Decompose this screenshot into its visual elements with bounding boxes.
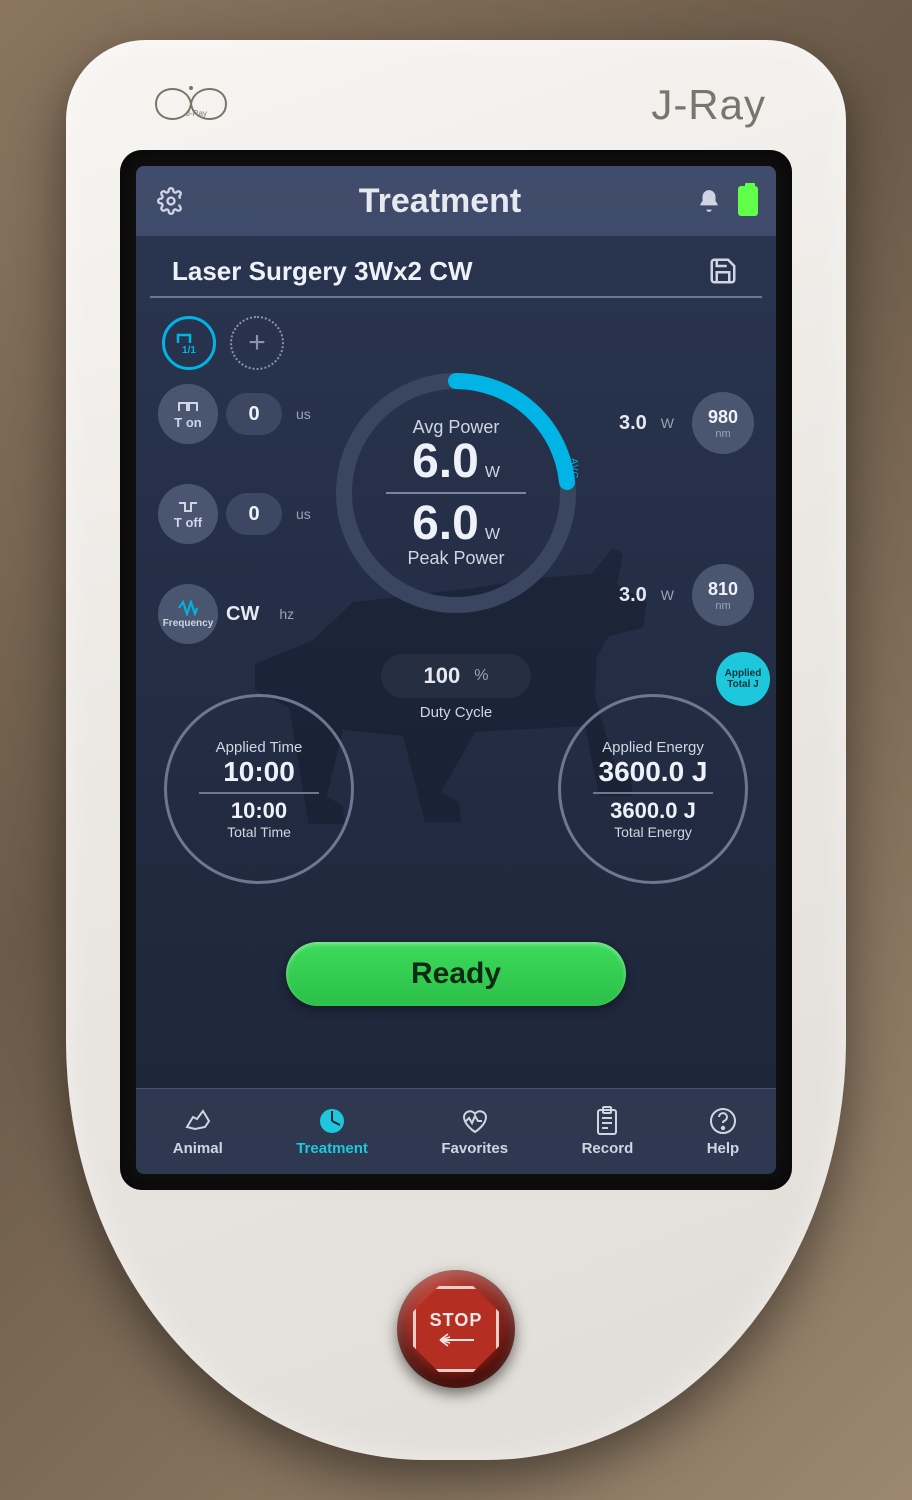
screen-frame: Treatment Laser Surgery 3Wx2 CW — [120, 150, 792, 1190]
wavelength-1: 3.0 W 980 nm — [619, 392, 754, 454]
wl2-nm-unit: nm — [715, 600, 730, 612]
device-shell: J-Ray J-Ray Treatment Laser — [66, 40, 846, 1460]
header-bar: Treatment — [136, 166, 776, 236]
t-on-value[interactable]: 0 — [226, 393, 282, 435]
peak-power-label: Peak Power — [407, 548, 504, 569]
t-on-label: T on — [174, 415, 201, 430]
svg-text:J-Ray: J-Ray — [186, 109, 207, 118]
total-energy-label: Total Energy — [614, 824, 692, 840]
wl1-nm: 980 — [708, 407, 738, 428]
frequency-unit: hz — [279, 606, 294, 622]
treatment-icon — [317, 1106, 347, 1136]
nav-favorites[interactable]: Favorites — [441, 1106, 508, 1157]
applied-time-label: Applied Time — [216, 739, 303, 756]
screen: Treatment Laser Surgery 3Wx2 CW — [136, 166, 776, 1174]
peak-power-unit: W — [485, 526, 500, 543]
wl1-nm-unit: nm — [715, 428, 730, 440]
frequency-value[interactable]: CW — [226, 603, 259, 626]
frequency-label: Frequency — [163, 618, 214, 629]
t-on-unit: us — [296, 406, 311, 422]
device-bezel-top: J-Ray J-Ray — [106, 60, 806, 150]
t-off-value[interactable]: 0 — [226, 493, 282, 535]
avg-power-value: 6.0 — [412, 435, 479, 488]
nav-record[interactable]: Record — [582, 1106, 634, 1157]
applied-energy-value: 3600.0 J — [599, 756, 708, 788]
total-time-label: Total Time — [227, 824, 291, 840]
wl1-button[interactable]: 980 nm — [692, 392, 754, 454]
record-icon — [592, 1106, 622, 1136]
total-energy-value: 3600.0 J — [610, 798, 696, 824]
brand-logo-icon: J-Ray — [146, 76, 236, 135]
emergency-stop-button[interactable]: STOP — [397, 1270, 515, 1388]
ready-button[interactable]: Ready — [286, 942, 626, 1006]
help-icon — [708, 1106, 738, 1136]
wl2-power: 3.0 — [619, 584, 647, 607]
duty-cycle: 100% Duty Cycle — [381, 654, 531, 721]
applied-total-j-button[interactable]: Applied Total J — [716, 652, 770, 706]
bottom-nav: Animal Treatment Favorites — [136, 1088, 776, 1174]
duty-cycle-label: Duty Cycle — [381, 704, 531, 721]
preset-name: Laser Surgery 3Wx2 CW — [172, 256, 473, 287]
nav-help[interactable]: Help — [707, 1106, 740, 1157]
applied-energy-label: Applied Energy — [602, 739, 704, 756]
total-time-value: 10:00 — [231, 798, 287, 824]
wl2-nm: 810 — [708, 579, 738, 600]
nav-animal[interactable]: Animal — [173, 1106, 223, 1157]
mode-row: 1/1 + — [136, 298, 776, 374]
page-title: Treatment — [200, 182, 680, 221]
settings-icon[interactable] — [154, 184, 188, 218]
wl1-power-unit: W — [661, 415, 674, 431]
param-frequency: Frequency CW hz — [158, 584, 294, 644]
peak-power-value: 6.0 — [412, 497, 479, 550]
param-t-on: T on 0 us — [158, 384, 311, 444]
applied-time-value: 10:00 — [223, 756, 295, 788]
t-off-unit: us — [296, 506, 311, 522]
energy-ring[interactable]: Applied Energy 3600.0 J 3600.0 J Total E… — [558, 694, 748, 884]
avg-power-unit: W — [485, 464, 500, 481]
nav-treatment[interactable]: Treatment — [296, 1106, 368, 1157]
t-off-label: T off — [174, 515, 202, 530]
preset-bar: Laser Surgery 3Wx2 CW — [150, 236, 762, 298]
mode-indicator-label: 1/1 — [182, 345, 196, 356]
bell-icon[interactable] — [692, 184, 726, 218]
frequency-button[interactable]: Frequency — [158, 584, 218, 644]
stop-icon: STOP — [413, 1286, 499, 1372]
avg-tag: AVG — [569, 458, 579, 479]
save-icon[interactable] — [706, 254, 740, 288]
mode-cw-button[interactable]: 1/1 — [162, 316, 216, 370]
param-t-off: T off 0 us — [158, 484, 311, 544]
brand-name: J-Ray — [651, 81, 766, 129]
mode-add-button[interactable]: + — [230, 316, 284, 370]
time-ring[interactable]: Applied Time 10:00 10:00 Total Time — [164, 694, 354, 884]
wl1-power: 3.0 — [619, 412, 647, 435]
wl2-power-unit: W — [661, 587, 674, 603]
wl2-button[interactable]: 810 nm — [692, 564, 754, 626]
t-off-button[interactable]: T off — [158, 484, 218, 544]
t-on-button[interactable]: T on — [158, 384, 218, 444]
favorites-icon — [460, 1106, 490, 1136]
power-gauge[interactable]: Avg Power 6.0W 6.0W Peak Power AVG — [331, 368, 581, 618]
battery-icon — [738, 186, 758, 216]
duty-cycle-value[interactable]: 100% — [381, 654, 531, 698]
main-panel: T on 0 us T off 0 us Frequen — [136, 374, 776, 854]
animal-icon — [183, 1106, 213, 1136]
wavelength-2: 3.0 W 810 nm — [619, 564, 754, 626]
gauge-readout: Avg Power 6.0W 6.0W Peak Power — [331, 368, 581, 618]
